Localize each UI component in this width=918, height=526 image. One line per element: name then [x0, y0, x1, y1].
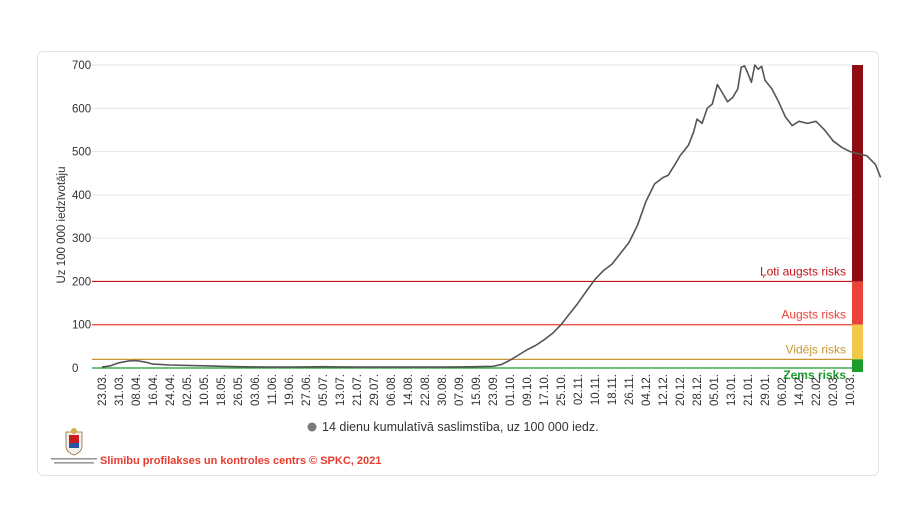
y-tick-label: 0	[72, 363, 78, 375]
x-tick-label: 05.01.	[709, 374, 721, 406]
x-tick-label: 06.08.	[386, 374, 398, 406]
y-axis-label: Uz 100 000 iedzīvotāju	[56, 167, 68, 284]
y-tick-label: 300	[72, 233, 91, 245]
x-tick-label: 22.08.	[420, 374, 432, 406]
risk-label: Augsts risks	[781, 308, 846, 322]
risk-band	[852, 324, 863, 360]
y-ticks: 0 100 200 300 400 500 600 700	[72, 60, 91, 375]
x-tick-label: 02.11.	[573, 374, 585, 405]
x-tick-label: 10.11.	[590, 374, 602, 405]
x-tick-label: 28.12.	[692, 374, 704, 406]
x-tick-label: 12.12.	[658, 374, 670, 406]
x-tick-label: 22.02.	[811, 374, 823, 406]
x-tick-label: 02.03.	[828, 374, 840, 406]
y-tick-label: 400	[72, 190, 91, 202]
legend-label: 14 dienu kumulatīvā saslimstība, uz 100 …	[322, 420, 599, 434]
risk-band	[852, 281, 863, 325]
x-tick-label: 27.06.	[301, 374, 313, 406]
risk-label: Zems risks	[783, 368, 846, 382]
x-tick-label: 13.01.	[726, 374, 738, 406]
x-tick-label: 16.04.	[148, 374, 160, 406]
y-tick-label: 700	[72, 60, 91, 72]
x-tick-label: 06.02.	[777, 374, 789, 406]
x-tick-label: 01.10.	[505, 374, 517, 406]
x-tick-label: 14.08.	[403, 374, 415, 406]
x-tick-label: 02.05.	[182, 374, 194, 406]
x-tick-label: 04.12.	[641, 374, 653, 406]
y-tick-label: 100	[72, 320, 91, 332]
risk-band	[852, 359, 863, 372]
x-tick-label: 30.08.	[437, 374, 449, 406]
x-tick-label: 08.04.	[131, 374, 143, 406]
series-line	[101, 64, 882, 368]
x-tick-label: 24.04.	[165, 374, 177, 406]
x-tick-label: 18.11.	[607, 374, 619, 405]
x-tick-label: 20.12.	[675, 374, 687, 406]
x-tick-label: 09.10.	[522, 374, 534, 406]
x-tick-label: 26.11.	[624, 374, 636, 405]
x-tick-label: 10.03.	[845, 374, 857, 406]
risk-lines: Ļoti augsts risks Augsts risks Vidējs risk…	[92, 264, 852, 382]
x-tick-label: 03.06.	[250, 374, 262, 406]
x-tick-label: 23.09.	[488, 374, 500, 406]
risk-label: Vidējs risks	[786, 342, 846, 356]
x-tick-label: 10.05.	[199, 374, 211, 406]
x-tick-label: 29.07.	[369, 374, 381, 406]
x-tick-label: 21.01.	[743, 374, 755, 406]
x-tick-label: 14.02.	[794, 374, 806, 406]
x-tick-label: 11.06.	[267, 374, 279, 405]
footer-credit: Slimību profilakses un kontroles centrs …	[100, 455, 381, 467]
risk-bands	[852, 65, 863, 372]
x-tick-label: 05.07.	[318, 374, 330, 406]
x-tick-label: 07.09.	[454, 374, 466, 406]
x-tick-label: 21.07.	[352, 374, 364, 406]
x-tick-label: 17.10.	[539, 374, 551, 406]
risk-label: Ļoti augsts risks	[760, 264, 846, 278]
y-tick-label: 500	[72, 147, 91, 159]
x-tick-label: 29.01.	[760, 374, 772, 406]
spkc-logo	[51, 428, 97, 464]
y-tick-label: 600	[72, 103, 91, 115]
x-tick-label: 18.05.	[216, 374, 228, 406]
risk-band	[852, 65, 863, 282]
y-tick-label: 200	[72, 276, 91, 288]
legend[interactable]: 14 dienu kumulatīvā saslimstība, uz 100 …	[307, 420, 599, 434]
grid	[92, 64, 850, 326]
x-tick-label: 13.07.	[335, 374, 347, 406]
x-tick-label: 31.03.	[114, 374, 126, 406]
x-ticks: 23.03. 31.03. 08.04. 16.04. 24.04. 02.05. 10.0…	[97, 374, 857, 406]
x-tick-label: 23.03.	[97, 374, 109, 406]
legend-marker-icon	[307, 422, 317, 432]
x-tick-label: 19.06.	[284, 374, 296, 406]
x-tick-label: 26.05.	[233, 374, 245, 406]
x-tick-label: 15.09.	[471, 374, 483, 406]
chart-frame	[37, 51, 879, 476]
x-tick-label: 25.10.	[556, 374, 568, 406]
